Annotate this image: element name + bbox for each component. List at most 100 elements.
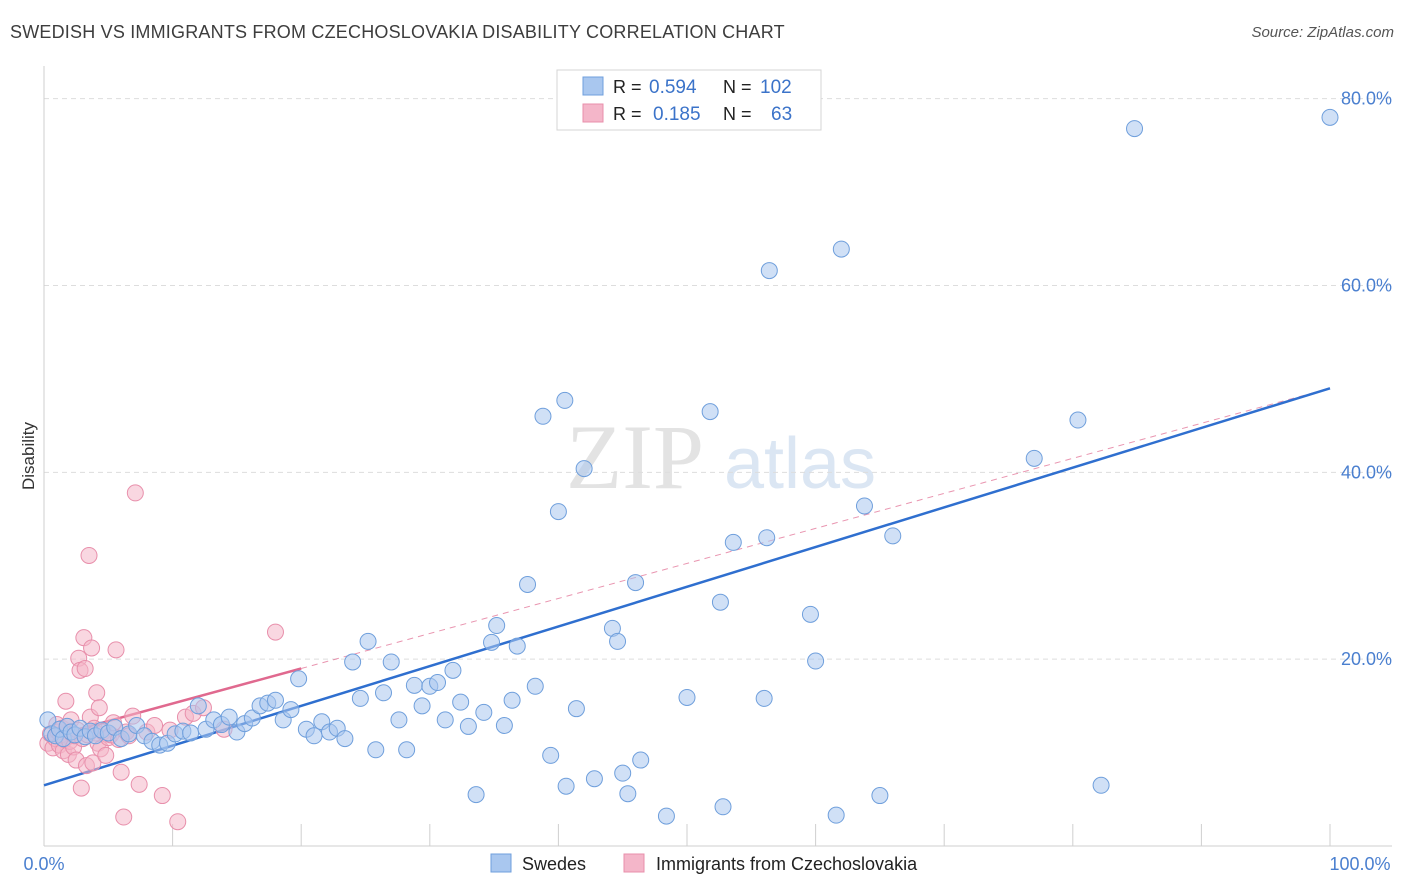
point-swedes	[495, 716, 513, 734]
stats-r-label-blue: R =	[613, 77, 642, 97]
watermark-atlas: atlas	[724, 424, 876, 504]
y-tick-label: 80.0%	[1341, 89, 1392, 109]
point-swedes	[827, 806, 845, 824]
stats-n-value-blue: 102	[760, 77, 792, 98]
y-tick-labels: 20.0% 40.0% 60.0% 80.0%	[1341, 89, 1392, 669]
point-swedes	[508, 637, 526, 655]
point-immigrants	[80, 546, 98, 564]
point-immigrants	[130, 775, 148, 793]
point-swedes	[724, 533, 742, 551]
point-swedes	[1321, 108, 1339, 126]
point-swedes	[413, 697, 431, 715]
stats-swatch-pink	[582, 103, 604, 123]
stats-n-label-blue: N =	[723, 77, 752, 97]
grid-lines	[44, 98, 1392, 846]
y-axis-title: Disability	[19, 421, 38, 490]
point-swedes	[657, 807, 675, 825]
point-swedes	[832, 240, 850, 258]
point-swedes	[382, 653, 400, 671]
point-swedes	[619, 785, 637, 803]
point-swedes	[475, 703, 493, 721]
point-immigrants	[153, 787, 171, 805]
point-swedes	[351, 689, 369, 707]
point-swedes	[871, 787, 889, 805]
point-swedes	[467, 786, 485, 804]
point-swedes	[701, 403, 719, 421]
point-swedes	[632, 751, 650, 769]
stats-n-label-pink: N =	[723, 104, 752, 124]
point-swedes	[627, 574, 645, 592]
point-swedes	[614, 764, 632, 782]
point-swedes	[1092, 776, 1110, 794]
point-swedes	[519, 575, 537, 593]
legend-swatch-swedes	[490, 853, 512, 873]
y-tick-label: 60.0%	[1341, 276, 1392, 296]
point-swedes	[375, 684, 393, 702]
point-swedes	[220, 708, 238, 726]
point-swedes	[678, 688, 696, 706]
point-swedes	[305, 727, 323, 745]
point-swedes	[488, 617, 506, 635]
source-label: Source: ZipAtlas.com	[1251, 24, 1394, 41]
point-swedes	[503, 691, 521, 709]
point-immigrants	[76, 660, 94, 678]
point-immigrants	[88, 684, 106, 702]
point-immigrants	[112, 763, 130, 781]
point-immigrants	[115, 808, 133, 826]
point-immigrants	[72, 779, 90, 797]
point-swedes	[807, 652, 825, 670]
point-swedes	[429, 674, 447, 692]
point-swedes	[436, 711, 454, 729]
point-swedes	[266, 691, 284, 709]
trend-immigrants-extension	[301, 387, 1331, 669]
point-swedes	[567, 700, 585, 718]
point-immigrants	[107, 641, 125, 659]
point-swedes	[359, 632, 377, 650]
point-swedes	[585, 770, 603, 788]
point-swedes	[556, 391, 574, 409]
watermark-zip: ZIP	[566, 406, 704, 508]
point-swedes	[884, 527, 902, 545]
chart-title: SWEDISH VS IMMIGRANTS FROM CZECHOSLOVAKI…	[10, 22, 785, 42]
point-immigrants	[84, 754, 102, 772]
legend-label-swedes: Swedes	[522, 854, 586, 874]
point-immigrants	[90, 699, 108, 717]
point-swedes	[398, 741, 416, 759]
point-swedes	[575, 460, 593, 478]
point-immigrants	[83, 639, 101, 657]
point-swedes	[760, 262, 778, 280]
point-swedes	[1069, 411, 1087, 429]
stats-box: R = 0.594 N = 102 R = 0.185 N = 63	[556, 69, 822, 131]
point-swedes	[344, 653, 362, 671]
point-swedes	[758, 529, 776, 547]
x-tick-label-max: 100.0%	[1329, 854, 1390, 874]
point-immigrants	[126, 484, 144, 502]
point-swedes	[483, 633, 501, 651]
point-swedes	[282, 701, 300, 719]
point-swedes	[755, 689, 773, 707]
point-swedes	[542, 746, 560, 764]
point-swedes	[801, 605, 819, 623]
point-swedes	[405, 676, 423, 694]
point-swedes	[526, 677, 544, 695]
point-swedes	[711, 593, 729, 611]
point-swedes	[182, 724, 200, 742]
stats-r-value-pink: 0.185	[653, 104, 701, 125]
point-swedes	[534, 407, 552, 425]
point-swedes	[459, 717, 477, 735]
point-swedes	[1126, 120, 1144, 138]
legend-label-immigrants: Immigrants from Czechoslovakia	[656, 854, 918, 874]
series-immigrants-points	[39, 484, 284, 831]
series-swedes-points	[39, 108, 1339, 825]
point-swedes	[1025, 449, 1043, 467]
point-immigrants	[97, 746, 115, 764]
x-tick-label-min: 0.0%	[23, 854, 64, 874]
point-swedes	[549, 503, 567, 521]
stats-r-value-blue: 0.594	[649, 77, 697, 98]
point-swedes	[609, 632, 627, 650]
point-swedes	[855, 497, 873, 515]
point-swedes	[714, 798, 732, 816]
legend-swatch-immigrants	[623, 853, 645, 873]
point-swedes	[367, 741, 385, 759]
point-swedes	[390, 711, 408, 729]
